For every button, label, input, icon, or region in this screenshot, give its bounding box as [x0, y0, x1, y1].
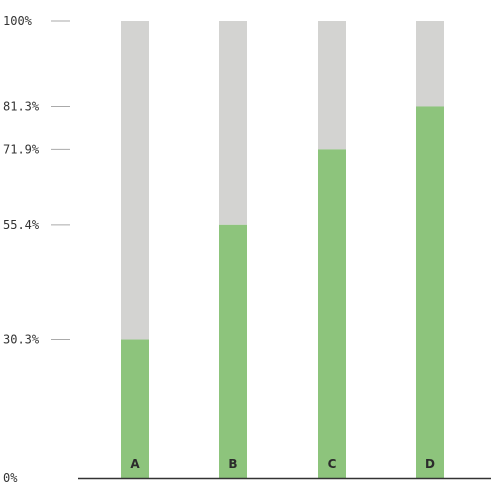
bar-remainder-c: [318, 21, 346, 150]
y-tick-label: 100%: [3, 14, 33, 28]
bar-remainder-a: [121, 21, 149, 340]
y-tick-label: 55.4%: [3, 218, 40, 232]
y-tick-label: 0%: [3, 471, 18, 485]
bar-remainder-b: [219, 21, 247, 225]
y-tick-label: 30.3%: [3, 333, 40, 347]
bar-value-b: [219, 224, 247, 478]
bar-remainder-d: [416, 21, 444, 107]
category-label: A: [130, 457, 140, 471]
y-tick-label: 81.3%: [3, 99, 40, 113]
bar-value-a: [121, 339, 149, 478]
bar-value-c: [318, 149, 346, 479]
category-label: C: [328, 457, 337, 471]
bars: A B C D: [121, 21, 444, 479]
y-axis-ticks: 0% 30.3% 55.4% 71.9% 81.3% 100%: [3, 14, 70, 485]
bar-value-d: [416, 106, 444, 479]
category-label: D: [425, 457, 435, 471]
y-tick-label: 71.9%: [3, 142, 40, 156]
category-label: B: [228, 457, 237, 471]
